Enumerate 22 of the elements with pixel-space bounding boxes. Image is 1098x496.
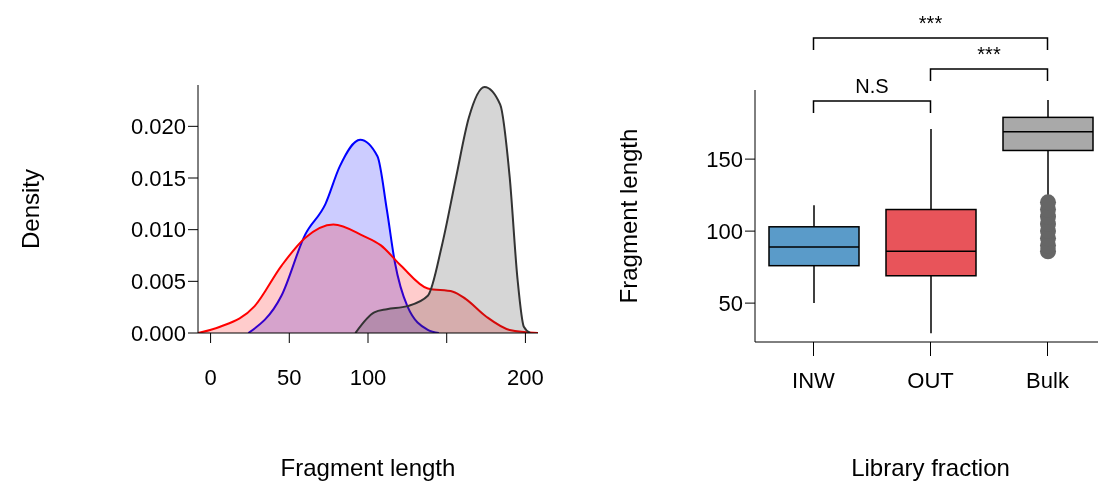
- y-tick-label: 100: [706, 218, 743, 244]
- y-tick-label: 0.005: [130, 269, 186, 295]
- x-tick-label: 100: [349, 365, 387, 390]
- y-tick-label: 0.015: [130, 165, 186, 191]
- x-axis-title: Fragment length: [280, 454, 456, 481]
- y-tick-label: 50: [718, 290, 743, 316]
- y-tick-label: 0.010: [130, 217, 186, 243]
- y-tick-label: 0.000: [130, 320, 186, 346]
- text: ***: [918, 12, 943, 34]
- x-axis-title: Library fraction: [851, 454, 1010, 481]
- x-tick-label: Bulk: [1026, 367, 1070, 393]
- y-axis-title: Density: [16, 168, 44, 250]
- x-tick-label: 50: [277, 365, 302, 390]
- y-tick-label: 150: [706, 146, 743, 172]
- text: ***: [977, 43, 1001, 65]
- y-tick-label: 0.020: [130, 114, 186, 140]
- annotation: N.S: [855, 75, 889, 97]
- x-tick-label: 0: [204, 365, 217, 390]
- x-tick-label: 200: [507, 365, 544, 390]
- x-tick-label: INW: [792, 367, 836, 393]
- x-tick-label: OUT: [907, 367, 954, 393]
- y-axis-title: Fragment length: [614, 128, 642, 304]
